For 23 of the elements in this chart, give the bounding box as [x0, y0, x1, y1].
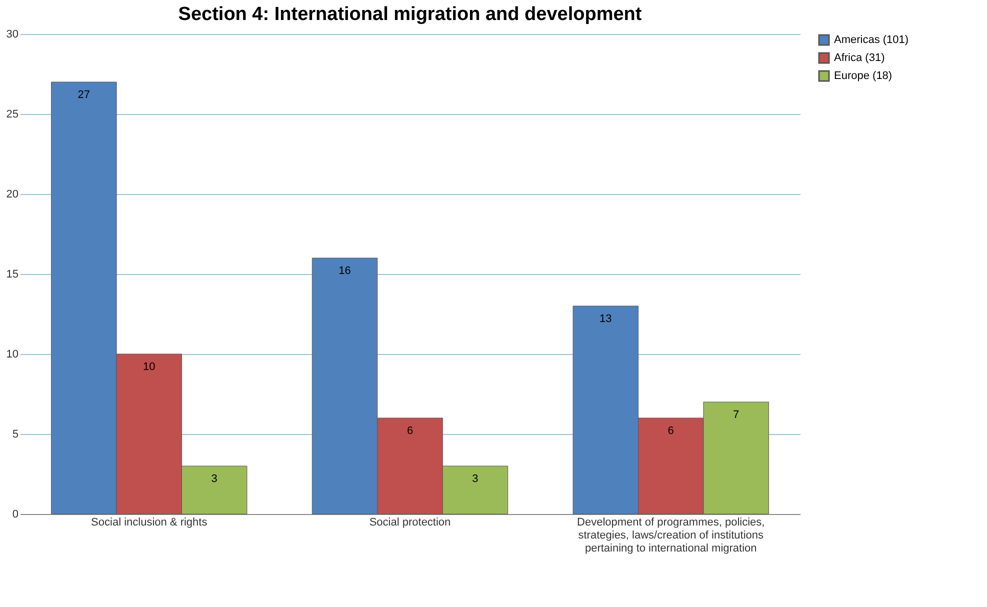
y-tick-label: 5: [12, 428, 18, 440]
data-label: 13: [600, 313, 612, 325]
data-label: 3: [211, 473, 218, 485]
legend-label: Europe (18): [834, 70, 892, 82]
x-tick-label: Social protection: [369, 516, 451, 528]
legend-label: Africa (31): [834, 52, 885, 64]
data-label: 27: [78, 89, 90, 101]
legend-label: Americas (101): [834, 34, 909, 46]
x-tick-label: Social inclusion & rights: [91, 516, 208, 528]
chart-title: Section 4: International migration and development: [178, 4, 642, 25]
data-label: 6: [406, 425, 414, 437]
data-label: 10: [143, 361, 156, 373]
y-tick-label: 15: [6, 268, 18, 280]
data-label: 3: [472, 473, 478, 485]
y-tick-label: 0: [12, 508, 18, 520]
x-tick-label: Development of programmes, policies, strategies, laws/creation of institutions pertaining to international migration: [577, 516, 765, 554]
y-tick-label: 30: [6, 28, 18, 40]
data-label: 6: [668, 425, 674, 437]
y-tick-label: 10: [6, 348, 18, 360]
data-label: 7: [733, 409, 740, 421]
y-tick-label: 20: [6, 188, 18, 200]
data-label: 16: [338, 265, 351, 277]
y-tick-label: 25: [6, 108, 18, 120]
